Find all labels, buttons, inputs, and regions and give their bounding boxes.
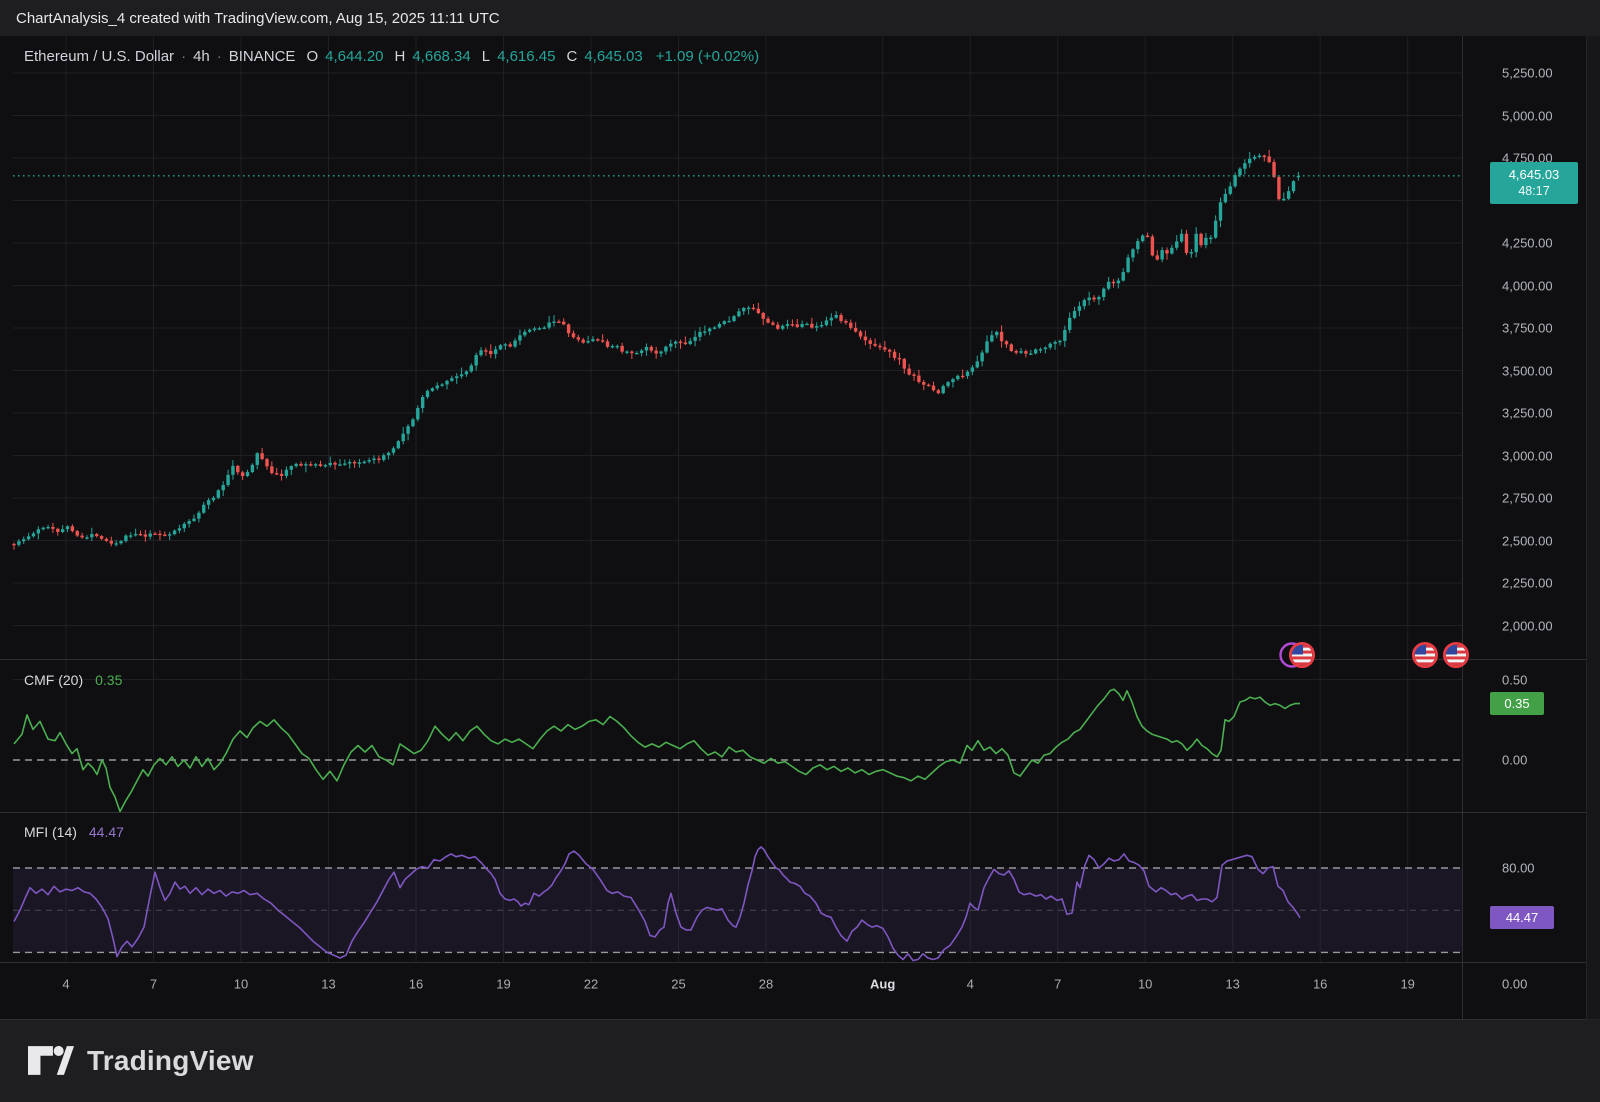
interval-label[interactable]: 4h	[193, 48, 210, 65]
snapshot-title: ChartAnalysis_4 created with TradingView…	[16, 10, 500, 27]
us-flag-icon	[1292, 645, 1313, 666]
snapshot-header: ChartAnalysis_4 created with TradingView…	[0, 0, 1600, 36]
tradingview-snapshot: ChartAnalysis_4 created with TradingView…	[0, 0, 1600, 1102]
grid	[13, 36, 1462, 962]
change-value: +1.09 (+0.02%)	[656, 48, 759, 65]
low-value: 4,616.45	[497, 48, 555, 65]
mfi-legend[interactable]: MFI (14) 44.47	[24, 824, 124, 840]
economic-event-flags	[1281, 643, 1468, 666]
cmf-title[interactable]: CMF (20)	[24, 672, 83, 688]
legend-separator: ·	[217, 48, 222, 65]
high-label: H	[395, 48, 406, 65]
tradingview-logo-icon	[28, 1046, 74, 1077]
symbol-legend[interactable]: Ethereum / U.S. Dollar · 4h · BINANCE O …	[24, 48, 759, 65]
exchange-label[interactable]: BINANCE	[229, 48, 296, 65]
chart-canvas[interactable]	[0, 0, 1600, 1102]
open-label: O	[306, 48, 318, 65]
open-value: 4,644.20	[325, 48, 383, 65]
mfi-title[interactable]: MFI (14)	[24, 824, 77, 840]
cmf-line	[14, 689, 1300, 811]
us-flag-icon	[1415, 645, 1436, 666]
tradingview-brand[interactable]: TradingView	[87, 1045, 254, 1077]
price-scale[interactable]	[1462, 36, 1600, 962]
close-label: C	[566, 48, 577, 65]
symbol-name[interactable]: Ethereum / U.S. Dollar	[24, 48, 174, 65]
candlestick-series	[12, 150, 1300, 550]
low-label: L	[482, 48, 490, 65]
time-scale[interactable]	[0, 962, 1462, 1018]
footer: TradingView	[0, 1020, 1600, 1102]
legend-separator: ·	[181, 48, 186, 65]
high-value: 4,668.34	[412, 48, 470, 65]
cmf-value: 0.35	[95, 672, 122, 688]
mfi-value: 44.47	[89, 824, 124, 840]
cmf-legend[interactable]: CMF (20) 0.35	[24, 672, 122, 688]
close-value: 4,645.03	[584, 48, 642, 65]
